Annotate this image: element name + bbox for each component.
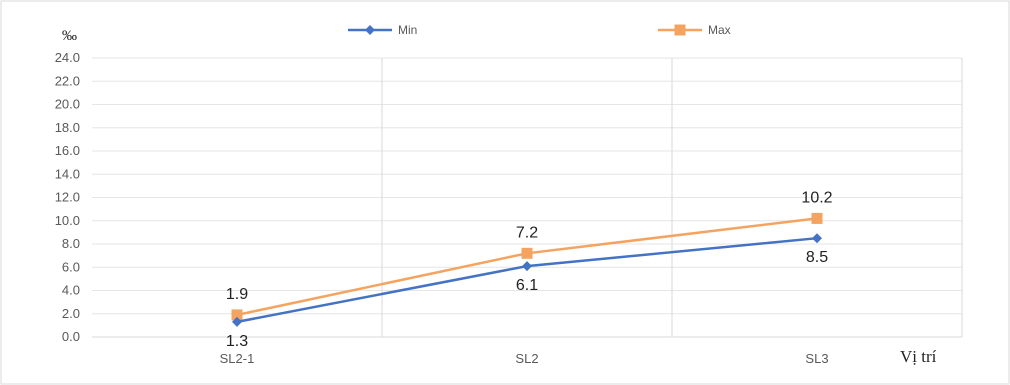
data-point-diamond [522, 261, 532, 272]
legend: Min Max [348, 23, 731, 37]
series [231, 212, 823, 327]
y-tick-label: 24.0 [55, 50, 80, 65]
x-tick-label: SL2 [515, 351, 538, 366]
data-point-diamond [812, 233, 822, 244]
data-label-min: 8.5 [806, 249, 828, 266]
y-tick-label: 0.0 [62, 329, 80, 344]
y-tick-label: 14.0 [55, 166, 80, 181]
data-point-square [674, 24, 686, 36]
legend-label-min: Min [398, 23, 417, 37]
x-tick-label: SL3 [805, 351, 828, 366]
data-label-max: 7.2 [516, 224, 538, 241]
data-point-diamond [232, 316, 242, 327]
data-point-diamond [365, 25, 375, 35]
y-tick-label: 18.0 [55, 120, 80, 135]
y-tick-label: 20.0 [55, 97, 80, 112]
y-tick-label: 16.0 [55, 143, 80, 158]
data-label-max: 10.2 [801, 189, 832, 206]
legend-label-max: Max [708, 23, 731, 37]
y-unit-label: ‰ [62, 28, 77, 44]
x-axis-title: Vị trí [900, 347, 937, 366]
y-tick-label: 8.0 [62, 236, 80, 251]
y-tick-label: 2.0 [62, 306, 80, 321]
data-point-square [521, 247, 533, 259]
data-label-min: 6.1 [516, 277, 538, 294]
y-tick-label: 6.0 [62, 259, 80, 274]
data-point-square [811, 212, 823, 224]
gridlines [92, 57, 963, 337]
y-tick-label: 22.0 [55, 73, 80, 88]
data-label-max: 1.9 [226, 286, 248, 303]
y-tick-label: 12.0 [55, 190, 80, 205]
y-tick-label: 4.0 [62, 283, 80, 298]
axes: 0.0 2.0 4.0 6.0 8.0 10.0 12.0 14.0 16.0 18.0 20.0 2… [55, 50, 962, 366]
y-tick-label: 10.0 [55, 213, 80, 228]
data-label-min: 1.3 [226, 333, 248, 350]
data-point-square [231, 309, 243, 321]
x-tick-label: SL2-1 [220, 351, 255, 366]
data-labels: 1.3 6.1 8.5 1.9 7.2 10.2 [226, 189, 833, 349]
